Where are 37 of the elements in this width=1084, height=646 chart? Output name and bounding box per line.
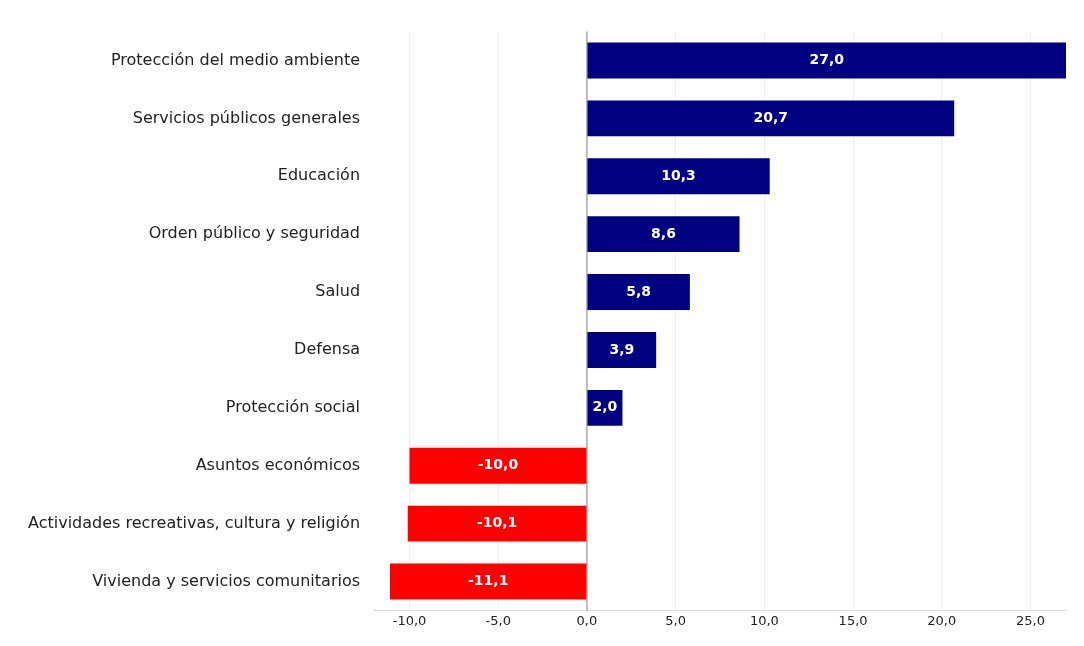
y-tick-label: Actividades recreativas, cultura y religión [28,512,361,532]
y-tick-label: Orden público y seguridad [148,223,361,243]
bar [587,100,955,137]
bar [407,505,587,542]
y-tick-label: Protección social [225,396,361,416]
data-label: -11,1 [468,572,509,589]
x-tick-label: 5,0 [665,612,686,628]
x-tick-label: -10,0 [392,612,427,628]
bar [587,216,740,253]
data-label: -10,0 [477,456,519,473]
x-tick-label: -5,0 [485,612,511,628]
y-tick-label: Servicios públicos generales [132,107,361,127]
data-label: 27,0 [809,51,845,68]
x-tick-label: 20,0 [927,612,957,628]
x-tick-label: 10,0 [749,612,779,628]
y-tick-label: Defensa [294,339,361,359]
y-tick-label: Salud [315,281,361,301]
x-tick-label: 0,0 [576,612,598,628]
y-tick-label: Asuntos económicos [195,454,361,474]
bar [587,332,657,368]
data-label: 10,3 [661,166,696,183]
x-tick-label: 15,0 [838,612,868,628]
data-label: 2,0 [592,398,618,415]
bar [587,42,1066,79]
y-tick-label: Educación [277,165,361,185]
data-label: 3,9 [609,340,635,357]
bar [409,447,587,484]
data-label: -10,1 [476,514,518,531]
bar [587,274,690,310]
bar [390,563,587,600]
data-label: 8,6 [651,224,676,241]
y-tick-label: Protección del medio ambiente [110,49,361,69]
data-label: 5,8 [626,282,652,299]
x-tick-label: 25,0 [1016,612,1045,628]
bar [587,158,770,195]
y-tick-label: Vivienda y servicios comunitarios [92,570,361,590]
data-label: 20,7 [753,109,789,126]
